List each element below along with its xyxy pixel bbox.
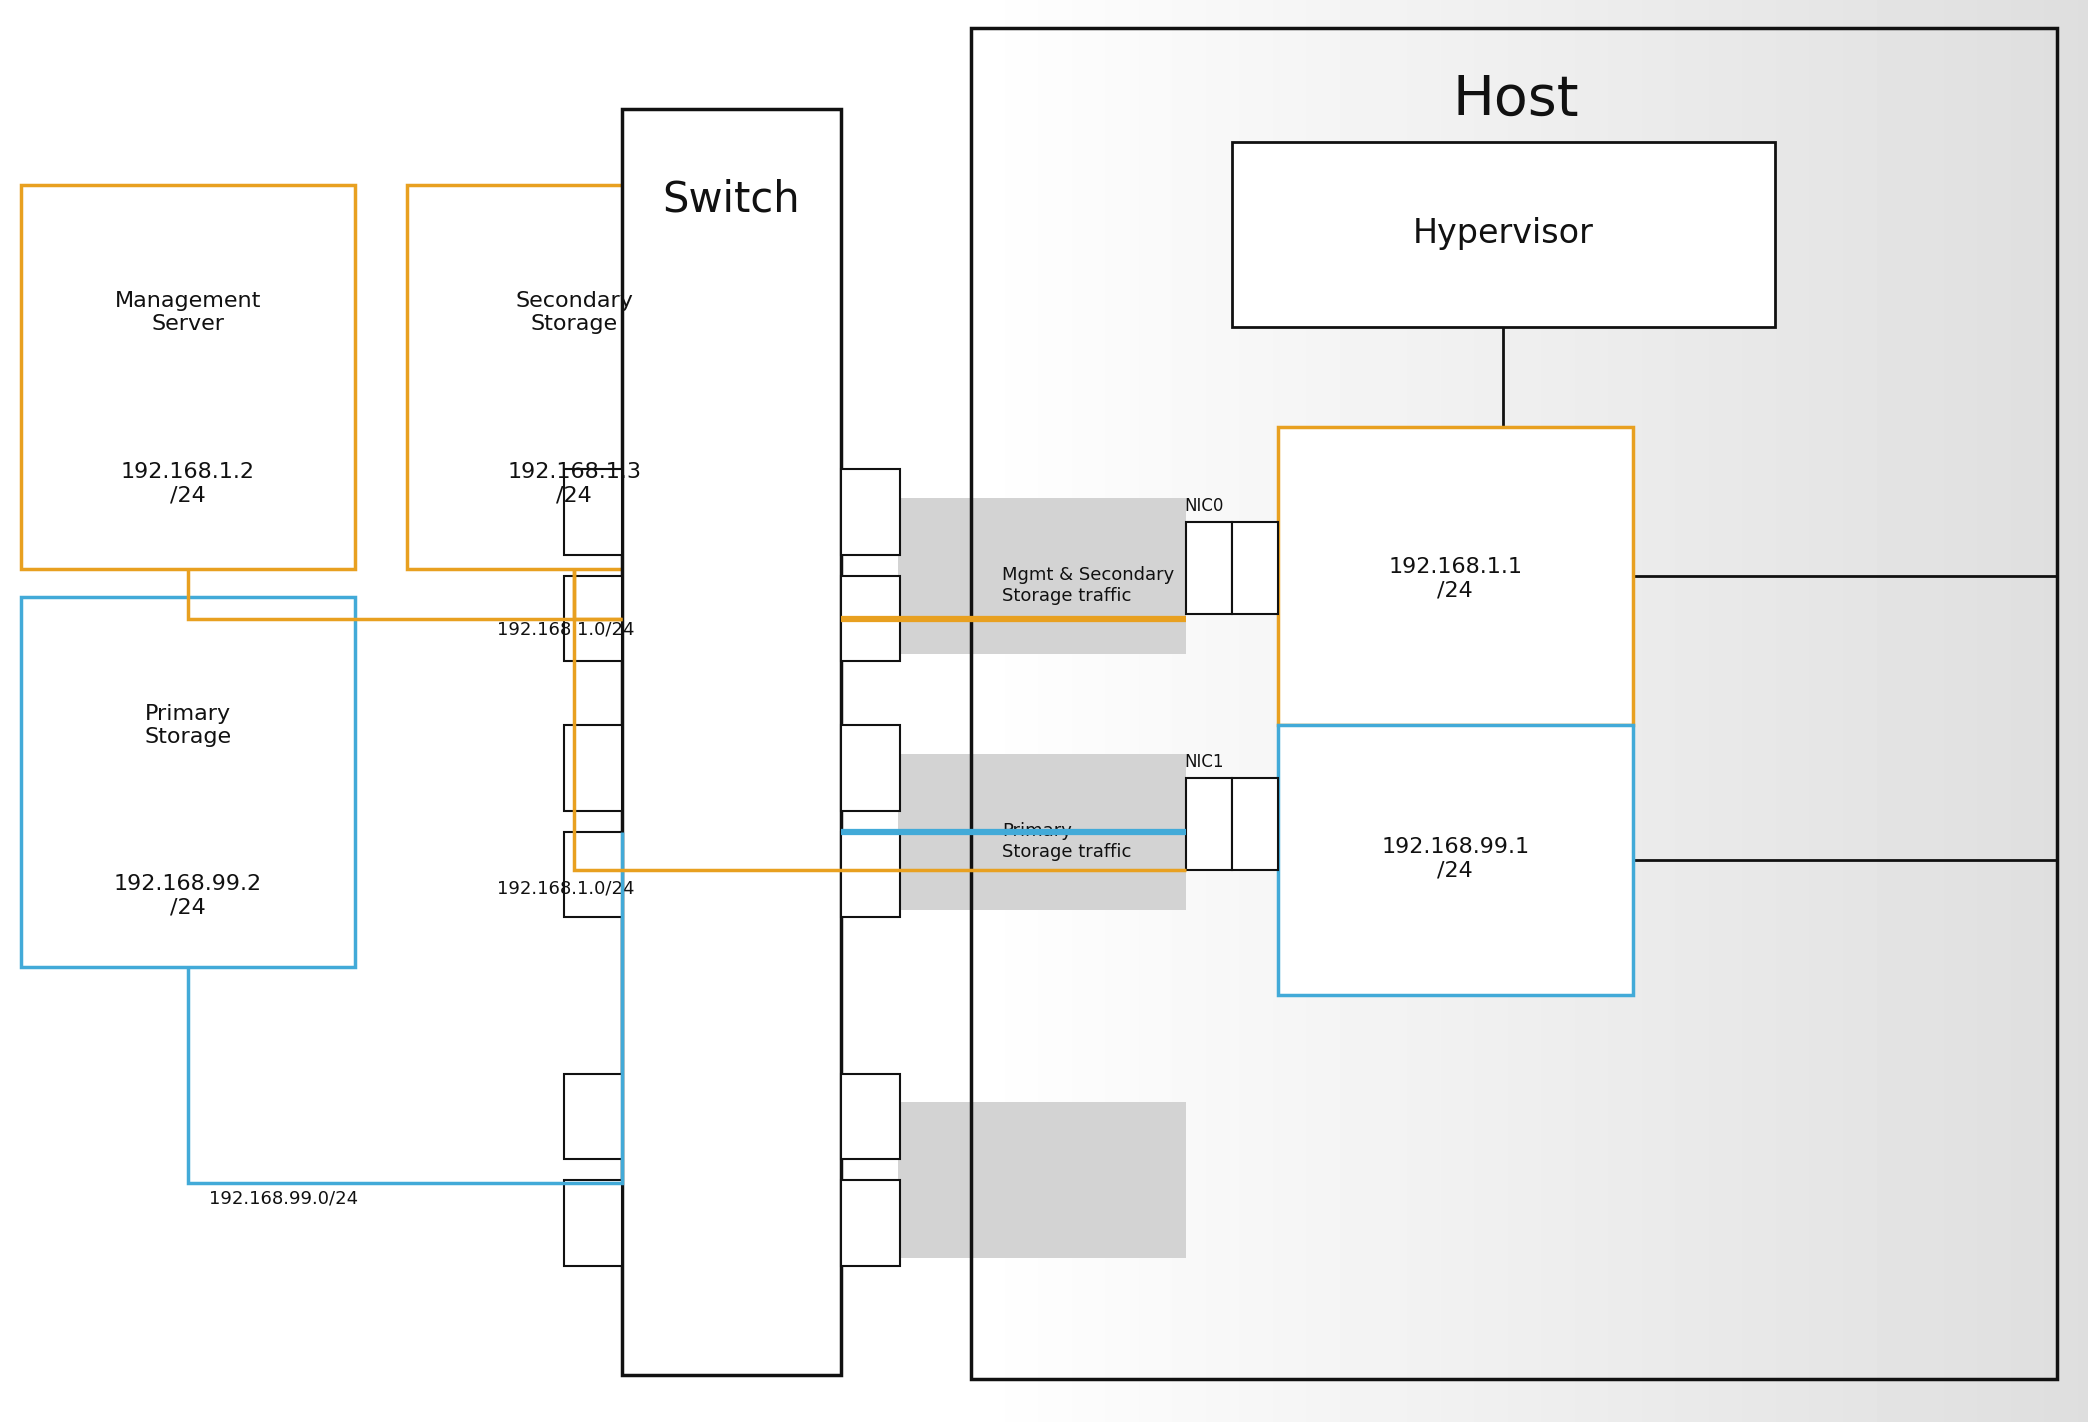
Text: 192.168.1.2
/24: 192.168.1.2 /24 bbox=[121, 462, 255, 505]
Text: Primary
Storage traffic: Primary Storage traffic bbox=[1002, 822, 1132, 862]
Text: NIC1: NIC1 bbox=[1184, 752, 1224, 771]
Bar bbox=[841, 1074, 900, 1159]
Bar bbox=[1232, 522, 1278, 614]
Text: 192.168.1.3
/24: 192.168.1.3 /24 bbox=[507, 462, 641, 505]
Text: 192.168.99.0/24: 192.168.99.0/24 bbox=[209, 1190, 357, 1207]
Bar bbox=[971, 28, 2057, 1379]
Text: NIC0: NIC0 bbox=[1184, 496, 1224, 515]
Bar bbox=[564, 1180, 622, 1266]
Bar bbox=[841, 725, 900, 811]
Text: Switch: Switch bbox=[662, 178, 800, 220]
Bar bbox=[407, 185, 741, 569]
Text: Primary
Storage: Primary Storage bbox=[144, 704, 232, 747]
Text: Management
Server: Management Server bbox=[115, 292, 261, 334]
Bar bbox=[841, 576, 900, 661]
Bar bbox=[564, 469, 622, 555]
Bar bbox=[898, 1102, 1186, 1258]
Text: 192.168.1.0/24: 192.168.1.0/24 bbox=[497, 621, 635, 638]
Text: 192.168.1.0/24: 192.168.1.0/24 bbox=[497, 880, 635, 897]
Bar bbox=[841, 1180, 900, 1266]
Bar bbox=[841, 469, 900, 555]
Bar bbox=[898, 754, 1186, 910]
Bar bbox=[1278, 427, 1633, 725]
Bar bbox=[1232, 142, 1775, 327]
Bar bbox=[21, 185, 355, 569]
Bar bbox=[622, 109, 841, 1375]
Text: 192.168.99.2
/24: 192.168.99.2 /24 bbox=[115, 875, 261, 917]
Bar bbox=[564, 576, 622, 661]
Bar bbox=[898, 498, 1186, 654]
Bar bbox=[1278, 725, 1633, 995]
Bar bbox=[841, 832, 900, 917]
Bar bbox=[564, 832, 622, 917]
Bar bbox=[21, 597, 355, 967]
Bar bbox=[564, 1074, 622, 1159]
Bar bbox=[1186, 778, 1232, 870]
Text: Mgmt & Secondary
Storage traffic: Mgmt & Secondary Storage traffic bbox=[1002, 566, 1173, 606]
Text: Host: Host bbox=[1453, 73, 1579, 127]
Text: 192.168.1.1
/24: 192.168.1.1 /24 bbox=[1389, 557, 1522, 600]
Text: 192.168.99.1
/24: 192.168.99.1 /24 bbox=[1382, 838, 1528, 880]
Bar bbox=[1186, 522, 1232, 614]
Text: Secondary
Storage: Secondary Storage bbox=[516, 292, 633, 334]
Text: Hypervisor: Hypervisor bbox=[1414, 216, 1593, 250]
Bar bbox=[1232, 778, 1278, 870]
Bar bbox=[564, 725, 622, 811]
